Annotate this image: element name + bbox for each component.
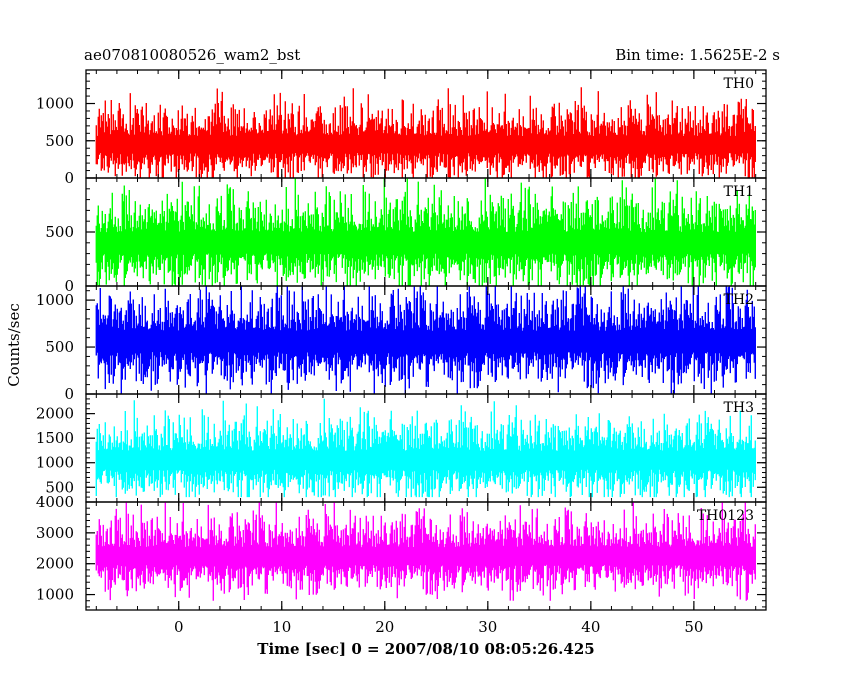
- panel-th2: 0 500 1000 TH2: [36, 285, 767, 403]
- panel-th1: 0 500 TH1: [45, 177, 767, 295]
- panel-label-th3: TH3: [724, 400, 754, 416]
- y-tick-label: 1500: [36, 429, 74, 447]
- x-tick-label: 20: [375, 618, 394, 636]
- x-axis-label: Time [sec] 0 = 2007/08/10 08:05:26.425: [257, 640, 594, 658]
- y-tick-label: 1000: [36, 586, 74, 604]
- y-tick-label: 500: [45, 132, 74, 150]
- y-tick-label: 1000: [36, 454, 74, 472]
- series-line-th2: [95, 286, 756, 394]
- y-tick-label: 1000: [36, 95, 74, 113]
- y-tick-label: 1000: [36, 291, 74, 309]
- x-tick-label: 30: [478, 618, 497, 636]
- y-tick-label: 0: [64, 385, 74, 403]
- y-tick-label: 2000: [36, 405, 74, 423]
- panel-label-th0123: TH0123: [697, 508, 754, 524]
- x-tick-label: 50: [684, 618, 703, 636]
- series-line-th1: [95, 178, 756, 286]
- series-line-th3: [95, 398, 756, 498]
- panel-label-th0: TH0: [724, 76, 754, 92]
- y-tick-label: 4000: [36, 493, 74, 511]
- panel-th3: 500 1000 1500 2000 TH3: [36, 393, 767, 503]
- chart-title-right: Bin time: 1.5625E-2 s: [615, 46, 780, 64]
- y-tick-label: 0: [64, 169, 74, 187]
- y-tick-label: 500: [45, 478, 74, 496]
- x-tick-label: 10: [272, 618, 291, 636]
- series-line-th0123: [95, 502, 756, 601]
- panel-label-th1: TH1: [724, 184, 754, 200]
- y-tick-label: 0: [64, 277, 74, 295]
- y-tick-label: 500: [45, 223, 74, 241]
- panel-label-th2: TH2: [724, 292, 754, 308]
- y-tick-label: 3000: [36, 524, 74, 542]
- x-tick-label: 40: [581, 618, 600, 636]
- x-tick-label: 0: [174, 618, 184, 636]
- series-line-th0: [95, 87, 756, 178]
- y-tick-label: 500: [45, 338, 74, 356]
- y-tick-label: 2000: [36, 555, 74, 573]
- y-axis-label: Counts/sec: [5, 303, 23, 387]
- panel-th0123: 1000 2000 3000 4000 TH0123: [36, 493, 767, 611]
- chart-title-left: ae070810080526_wam2_bst: [84, 46, 300, 64]
- panel-th0: 0 500 1000 TH0: [36, 69, 767, 187]
